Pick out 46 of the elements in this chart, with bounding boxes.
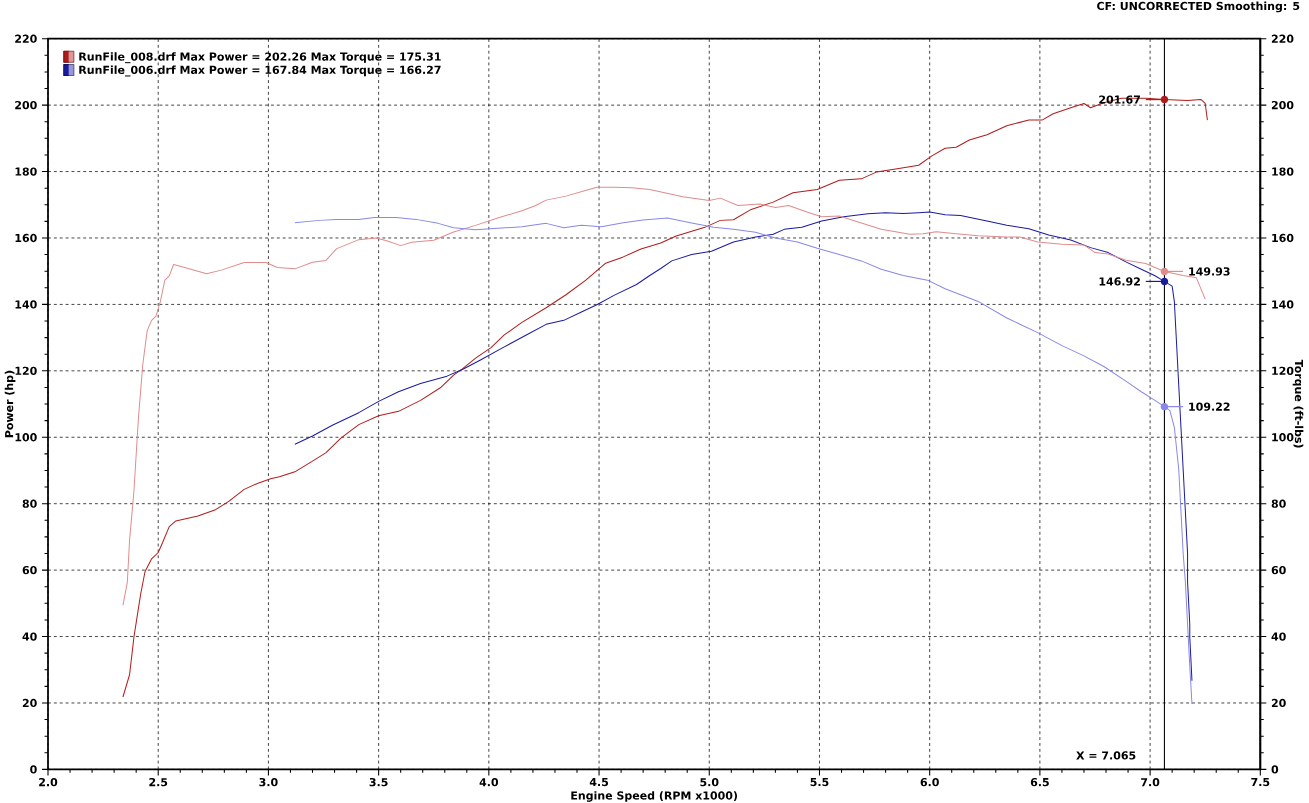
x-tick-label: 5.0 [700, 777, 719, 787]
y2-tick-label: 0 [1271, 765, 1279, 774]
y-axis-title: Power (hp) [4, 370, 16, 438]
y-tick-label: 160 [15, 233, 37, 243]
x-tick-label: 3.0 [259, 777, 278, 787]
y2-tick-label: 100 [1272, 433, 1294, 442]
y-tick-label: 80 [22, 499, 37, 508]
y-tick-label: 40 [22, 632, 37, 641]
x-tick-label: 7.0 [1141, 777, 1160, 787]
y-tick-label: 100 [15, 433, 37, 442]
legend-label: RunFile_006.drf Max Power = 167.84 Max Torque = 166.27 [79, 65, 441, 77]
data-label: 146.92 [1099, 277, 1140, 286]
ref-line-label: X = 7.065 [1076, 751, 1136, 760]
y2-axis-title: Torque (ft-lbs) [1292, 359, 1304, 448]
y-tick-label: 180 [15, 167, 37, 176]
y-tick-label: 220 [15, 34, 37, 43]
y2-tick-label: 180 [1272, 167, 1294, 176]
y-tick-label: 60 [22, 565, 37, 575]
y2-tick-label: 160 [1272, 233, 1294, 243]
text: CF: UNCORRECTED Smoothing: 5 [1097, 1, 1300, 13]
x-tick-label: 4.0 [479, 777, 499, 787]
y-tick-label: 20 [22, 698, 37, 708]
x-axis-title: Engine Speed (RPM x1000) [571, 791, 738, 802]
data-label: 149.93 [1189, 267, 1230, 276]
x-tick-label: 2.0 [39, 777, 58, 787]
y2-tick-label: 20 [1271, 698, 1286, 708]
y2-tick-label: 120 [1272, 366, 1294, 375]
y2-tick-label: 80 [1271, 499, 1286, 508]
x-tick-label: 6.5 [1030, 777, 1049, 787]
y2-tick-label: 140 [1272, 300, 1294, 309]
x-tick-label: 2.5 [149, 777, 168, 787]
y2-tick-label: 200 [1271, 100, 1294, 110]
x-tick-label: 3.5 [369, 777, 388, 787]
data-label: 109.22 [1189, 402, 1230, 411]
y2-tick-label: 220 [1271, 34, 1294, 43]
x-tick-label: 7.5 [1251, 777, 1270, 787]
x-tick-label: 4.5 [589, 777, 609, 787]
x-tick-label: 6.0 [920, 777, 939, 787]
y-tick-label: 120 [15, 366, 37, 375]
y-tick-label: 0 [30, 765, 37, 774]
y2-tick-label: 40 [1271, 632, 1286, 641]
y-tick-label: 200 [15, 100, 37, 110]
y2-tick-label: 60 [1271, 565, 1286, 575]
x-tick-label: 5.5 [810, 777, 829, 787]
legend-label: RunFile_008.drf Max Power = 202.26 Max Torque = 175.31 [79, 52, 441, 64]
y-tick-label: 140 [15, 300, 37, 309]
